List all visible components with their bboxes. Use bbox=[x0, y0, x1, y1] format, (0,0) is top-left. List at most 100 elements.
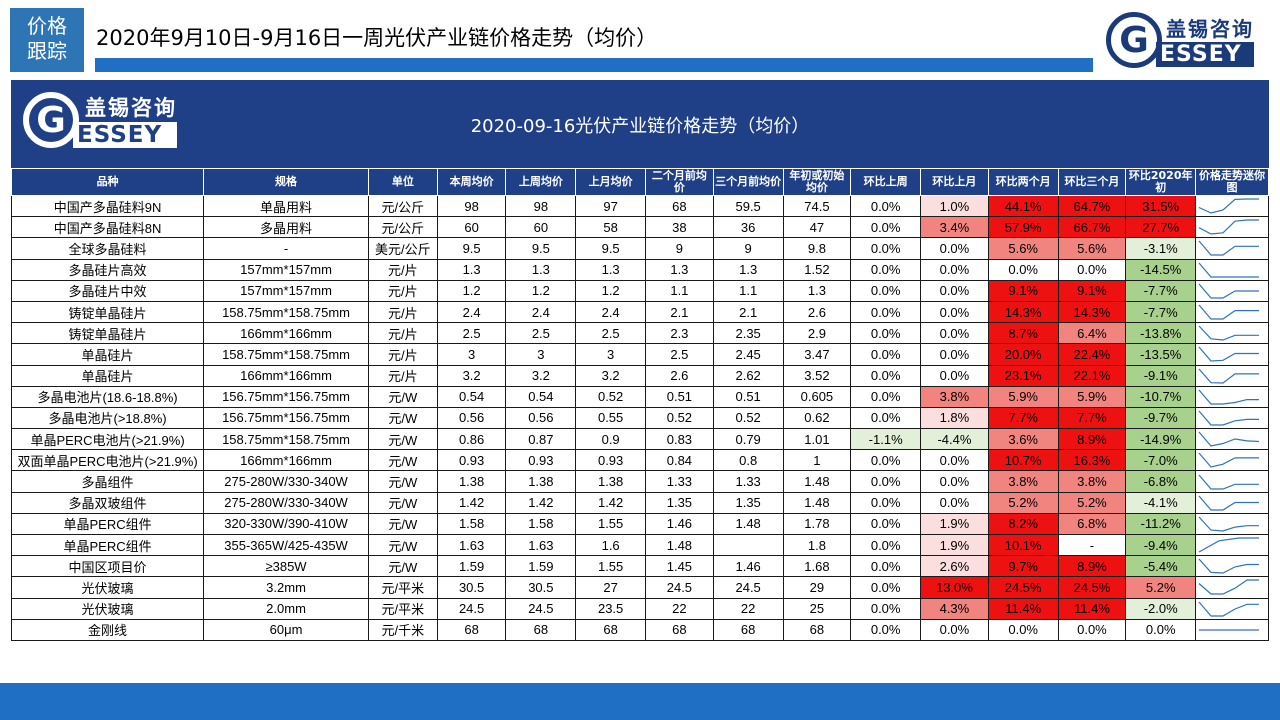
table-cell: 0.0% bbox=[920, 470, 989, 493]
sparkline-svg bbox=[1198, 410, 1260, 426]
table-cell: 157mm*157mm bbox=[203, 279, 369, 302]
table-cell: 0.0% bbox=[850, 406, 922, 430]
table-cell: 23.5 bbox=[575, 597, 647, 620]
table-cell: -10.7% bbox=[1125, 385, 1197, 408]
table-cell: 0.0% bbox=[850, 385, 922, 408]
table-cell: 275-280W/330-340W bbox=[203, 470, 369, 493]
price-trend-sparkline bbox=[1195, 258, 1269, 281]
table-cell: 66.7% bbox=[1057, 216, 1127, 239]
table-cell: 0.0% bbox=[987, 258, 1059, 281]
sparkline-svg bbox=[1198, 431, 1260, 447]
sparkline-svg bbox=[1198, 452, 1260, 469]
table-row: 单晶PERC组件 355-365W/425-435W 元/W 1.63 1.63 1.6 1… bbox=[10, 533, 1269, 557]
table-cell: 单晶PERC组件 bbox=[10, 512, 205, 536]
table-cell: 0.0% bbox=[920, 258, 989, 281]
price-trend-sparkline bbox=[1195, 279, 1269, 302]
table-cell: 0.0% bbox=[920, 618, 989, 641]
table-cell: 1.48 bbox=[645, 533, 714, 557]
title-underline-bar bbox=[95, 58, 1093, 72]
table-cell: 1.3 bbox=[436, 258, 507, 281]
table-cell: 9.1% bbox=[987, 279, 1059, 302]
price-trend-sparkline bbox=[1195, 406, 1269, 430]
table-cell: 8.7% bbox=[987, 322, 1059, 345]
table-cell: -7.7% bbox=[1125, 300, 1197, 324]
table-cell: 60 bbox=[436, 216, 507, 239]
table-row: 单晶PERC电池片(>21.9%) 158.75mm*158.75mm 元/W 0.8… bbox=[10, 428, 1269, 451]
table-cell: 156.75mm*156.75mm bbox=[203, 385, 369, 408]
table-row: 双面单晶PERC电池片(>21.9%) 166mm*166mm 元/W 0.93 0.9… bbox=[10, 449, 1269, 472]
table-cell: 0.83 bbox=[645, 428, 714, 451]
table-cell: 0.0% bbox=[1057, 258, 1127, 281]
table-cell: 9.5 bbox=[436, 237, 507, 260]
column-header: 规格 bbox=[203, 168, 369, 196]
table-cell: 元/W bbox=[367, 428, 438, 451]
table-cell: 元/W bbox=[367, 449, 438, 472]
table-cell: 2.45 bbox=[712, 343, 784, 366]
table-cell: 1.9% bbox=[920, 533, 989, 557]
slide-title: 2020年9月10日-9月16日一周光伏产业链价格走势（均价） bbox=[96, 26, 658, 50]
table-cell: 1.35 bbox=[645, 491, 714, 514]
table-cell: 11.4% bbox=[987, 597, 1059, 620]
sparkline-svg bbox=[1198, 325, 1260, 341]
table-cell: 30.5 bbox=[436, 576, 507, 599]
table-cell: 1.46 bbox=[712, 555, 784, 578]
table-cell: 22 bbox=[645, 597, 714, 620]
table-cell: 中国产多晶硅料9N bbox=[10, 194, 205, 218]
sparkline-svg bbox=[1198, 601, 1260, 617]
table-cell: 1.55 bbox=[575, 512, 647, 536]
table-cell bbox=[712, 533, 784, 557]
table-cell: 0.0% bbox=[850, 555, 922, 578]
sparkline-svg bbox=[1198, 537, 1260, 553]
table-cell: 98 bbox=[436, 194, 507, 218]
table-cell: -9.1% bbox=[1125, 364, 1197, 387]
table-cell: 元/W bbox=[367, 406, 438, 430]
table-row: 多晶硅片高效 157mm*157mm 元/片 1.3 1.3 1.3 1.3 1.3 1.52 0… bbox=[10, 258, 1269, 281]
price-trend-sparkline bbox=[1195, 597, 1269, 620]
table-cell: 24.5% bbox=[1057, 576, 1127, 599]
table-cell: 元/片 bbox=[367, 364, 438, 387]
table-cell: 1.3 bbox=[505, 258, 577, 281]
table-cell: 20.0% bbox=[987, 343, 1059, 366]
table-cell: 0.0% bbox=[850, 491, 922, 514]
table-cell: 元/片 bbox=[367, 300, 438, 324]
table-cell: 元/千米 bbox=[367, 618, 438, 641]
table-cell: 1.48 bbox=[782, 470, 852, 493]
table-cell: 1.3 bbox=[782, 279, 852, 302]
table-cell: 0.93 bbox=[436, 449, 507, 472]
table-cell: 0.0% bbox=[850, 216, 922, 239]
table-cell: 47 bbox=[782, 216, 852, 239]
table-row: 铸锭单晶硅片 166mm*166mm 元/片 2.5 2.5 2.5 2.3 2.35 2.9 0… bbox=[10, 322, 1269, 345]
sparkline-line bbox=[1198, 516, 1260, 532]
section-tag-line1: 价格 bbox=[27, 14, 67, 38]
table-cell: 1.59 bbox=[436, 555, 507, 578]
logo-mark: G bbox=[1106, 12, 1162, 68]
table-cell: 0.0% bbox=[920, 237, 989, 260]
table-cell: 0.87 bbox=[505, 428, 577, 451]
table-cell: 275-280W/330-340W bbox=[203, 491, 369, 514]
table-cell: 3.8% bbox=[920, 385, 989, 408]
table-cell: -14.5% bbox=[1125, 258, 1197, 281]
table-cell: 27.7% bbox=[1125, 216, 1197, 239]
sparkline-svg bbox=[1198, 516, 1260, 532]
price-trend-sparkline bbox=[1195, 618, 1269, 641]
column-header: 环比上月 bbox=[920, 168, 989, 196]
table-cell: 0.62 bbox=[782, 406, 852, 430]
banner-logo-chinese-name: 盖锡咨询 bbox=[85, 96, 177, 120]
table-cell: 0.56 bbox=[505, 406, 577, 430]
table-cell: 0.0% bbox=[920, 300, 989, 324]
table-cell: 美元/公斤 bbox=[367, 237, 438, 260]
table-cell: 0.0% bbox=[850, 194, 922, 218]
table-cell: 0.0% bbox=[920, 279, 989, 302]
table-cell: -7.7% bbox=[1125, 279, 1197, 302]
table-cell: 2.1 bbox=[712, 300, 784, 324]
table-cell: 光伏玻璃 bbox=[10, 576, 205, 599]
table-cell: 1.33 bbox=[645, 470, 714, 493]
table-cell: 0.0% bbox=[850, 618, 922, 641]
table-cell: 双面单晶PERC电池片(>21.9%) bbox=[10, 449, 205, 472]
table-cell: 14.3% bbox=[987, 300, 1059, 324]
table-row: 单晶硅片 158.75mm*158.75mm 元/片 3 3 3 2.5 2.45 3.47 0.… bbox=[10, 343, 1269, 366]
table-cell: 0.52 bbox=[575, 385, 647, 408]
table-cell: 1.01 bbox=[782, 428, 852, 451]
table-cell: 元/W bbox=[367, 555, 438, 578]
table-cell: 3.2mm bbox=[203, 576, 369, 599]
